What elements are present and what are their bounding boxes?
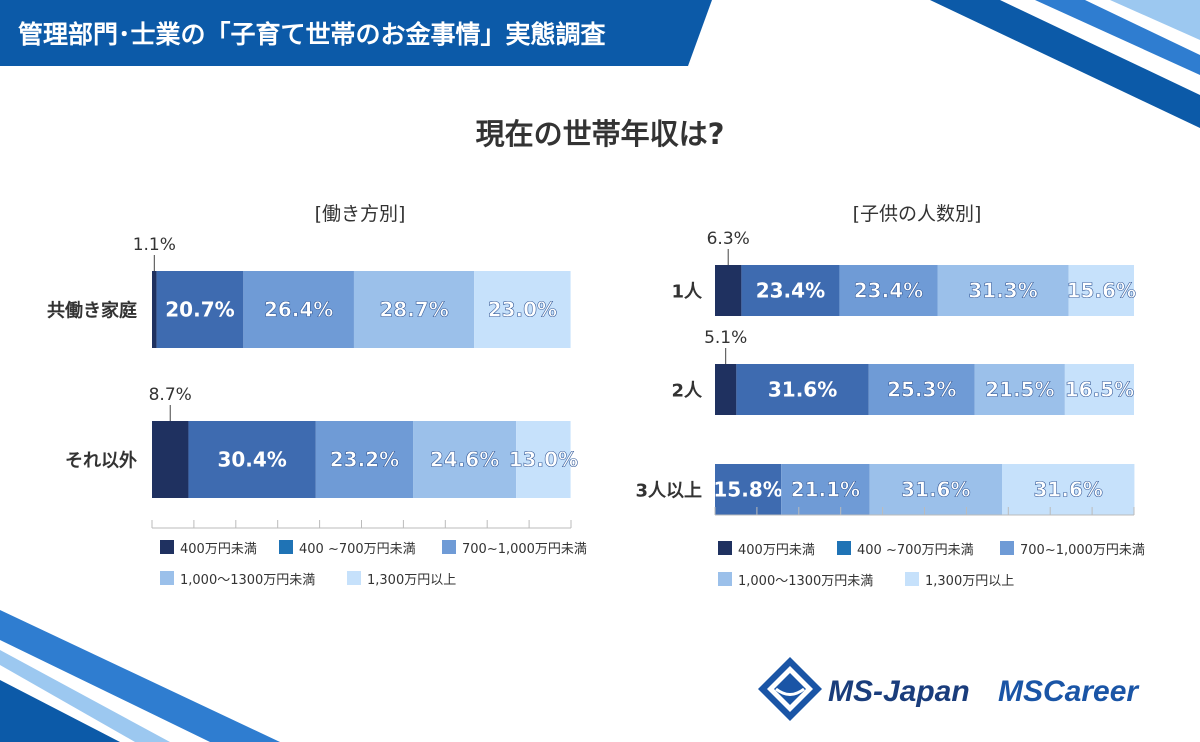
bar-segment [869, 464, 1003, 515]
data-label: 21.5% [985, 378, 1054, 402]
bar-segment [937, 265, 1069, 316]
bar-segment [715, 265, 742, 316]
data-label: 23.0% [488, 298, 557, 322]
category-label: 共働き家庭 [47, 300, 137, 322]
legend-label: 1,000～1300万円未満 [180, 573, 315, 588]
legend-label: 700~1,000万円未満 [462, 542, 587, 557]
bar-segment [741, 265, 840, 316]
bar-segment [974, 364, 1065, 415]
legend-swatch [1000, 541, 1014, 555]
ms-japan-diamond-icon [758, 657, 822, 721]
legend-label: 700~1,000万円未満 [1020, 543, 1145, 558]
legend-label: 400 ~700万円未満 [299, 542, 416, 557]
data-label: 16.5% [1065, 378, 1134, 402]
bar-segment [715, 364, 737, 415]
chart-title: [子供の人数別] [853, 203, 982, 225]
bar-segment [1064, 364, 1134, 415]
legend-label: 1,300万円以上 [367, 573, 456, 588]
ms-japan-wordmark: MS-Japan [828, 675, 970, 708]
data-label: 21.1% [791, 478, 860, 502]
data-label: 8.7% [149, 385, 192, 405]
bar-segment [868, 364, 975, 415]
data-label: 15.6% [1067, 279, 1136, 303]
legend-swatch [905, 572, 919, 586]
ms-career-wordmark: MSCareer [998, 675, 1140, 708]
data-label: 1.1% [133, 235, 176, 255]
bar-segment [413, 421, 517, 498]
bar-segment [353, 271, 475, 348]
decor-stripes-top-right [930, 0, 1200, 128]
data-label: 23.2% [330, 448, 399, 472]
legend-swatch [718, 572, 732, 586]
bar-segment [715, 464, 782, 515]
header-title: 管理部門･士業の「子育て世帯のお金事情」実態調査 [18, 20, 606, 49]
data-label: 28.7% [379, 298, 448, 322]
legend-swatch [160, 540, 174, 554]
legend-swatch [347, 571, 361, 585]
bar-segment [839, 265, 938, 316]
legend-label: 400万円未満 [738, 543, 815, 558]
legend-swatch [279, 540, 293, 554]
bar-segment [1002, 464, 1135, 515]
legend-swatch [837, 541, 851, 555]
ms-japan-logo: MS-Japan [758, 657, 970, 721]
data-label: 31.6% [901, 478, 970, 502]
chart-work-style: [働き方別] 共働き家庭 1.1% 20.7% 26.4% 28.7% 23.0% それ以外 8… [47, 203, 587, 588]
data-label: 23.4% [854, 279, 923, 303]
bar-segment [1068, 265, 1134, 316]
data-label: 5.1% [704, 328, 747, 348]
data-label: 15.8% [713, 478, 782, 502]
category-label: それ以外 [65, 450, 137, 472]
bar-segment [243, 271, 354, 348]
data-label: 25.3% [887, 378, 956, 402]
bar-segment [474, 271, 571, 348]
bar-segment [781, 464, 870, 515]
decor-stripes-bottom-left [0, 610, 280, 742]
bar-segment [315, 421, 414, 498]
data-label: 26.4% [264, 298, 333, 322]
legend-swatch [442, 540, 456, 554]
category-label: 2人 [671, 381, 703, 402]
category-label: 1人 [671, 282, 703, 303]
data-label: 23.4% [756, 279, 825, 303]
data-label: 13.0% [509, 448, 578, 472]
main-title: 現在の世帯年収は? [476, 117, 725, 151]
legend-label: 400万円未満 [180, 542, 257, 557]
bar-segment [736, 364, 869, 415]
legend-swatch [718, 541, 732, 555]
data-label: 20.7% [165, 298, 234, 322]
bar-segment [516, 421, 571, 498]
data-label: 31.3% [968, 279, 1037, 303]
data-label: 6.3% [707, 229, 750, 249]
bar-segment [152, 271, 157, 348]
data-label: 31.6% [768, 378, 837, 402]
chart-children-count: [子供の人数別] 1人 6.3% 23.4% 23.4% 31.3% 15.6% 2人 5.1%… [635, 203, 1144, 589]
chart-title: [働き方別] [315, 203, 406, 225]
bar-segment [156, 271, 244, 348]
data-label: 30.4% [217, 448, 286, 472]
legend-label: 1,000～1300万円未満 [738, 574, 873, 589]
bar-segment [152, 421, 189, 498]
data-label: 24.6% [430, 448, 499, 472]
data-label: 31.6% [1034, 478, 1103, 502]
legend-label: 400 ~700万円未満 [857, 543, 974, 558]
category-label: 3人以上 [635, 481, 702, 502]
legend-swatch [160, 571, 174, 585]
header-banner [0, 0, 712, 66]
bar-segment [188, 421, 316, 498]
legend-label: 1,300万円以上 [925, 574, 1014, 589]
